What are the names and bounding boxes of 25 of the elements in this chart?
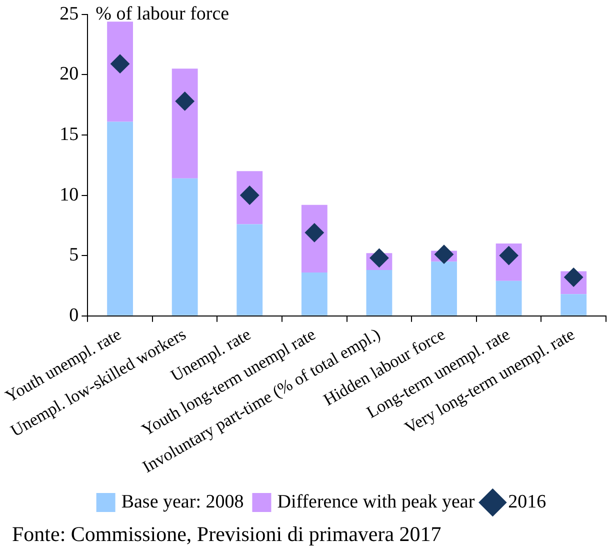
y-tick-label: 15 xyxy=(60,124,79,145)
source-note: Fonte: Commissione, Previsioni di primavera 2017 xyxy=(11,522,442,546)
y-tick-label: 5 xyxy=(69,244,79,266)
point xyxy=(370,248,389,268)
bar xyxy=(172,178,198,316)
point xyxy=(110,54,130,74)
bar xyxy=(366,270,392,316)
bar xyxy=(496,280,522,316)
bar xyxy=(236,224,263,316)
point xyxy=(434,244,454,264)
y-axis-title: % of labour force xyxy=(96,3,230,24)
y-tick-label: 0 xyxy=(69,304,79,326)
point xyxy=(175,92,194,111)
y-tick-label: 10 xyxy=(60,184,79,206)
y-tick-label: 25 xyxy=(60,3,79,24)
y-tick-label: 20 xyxy=(60,64,79,85)
bar xyxy=(107,22,133,122)
bar xyxy=(172,68,198,178)
legend-label: Difference with peak year xyxy=(277,491,476,512)
legend-label: 2016 xyxy=(508,491,546,512)
bar xyxy=(301,272,328,316)
bar xyxy=(431,262,457,316)
bar xyxy=(560,294,587,316)
legend-label: Base year: 2008 xyxy=(121,491,244,512)
bar xyxy=(107,122,133,316)
